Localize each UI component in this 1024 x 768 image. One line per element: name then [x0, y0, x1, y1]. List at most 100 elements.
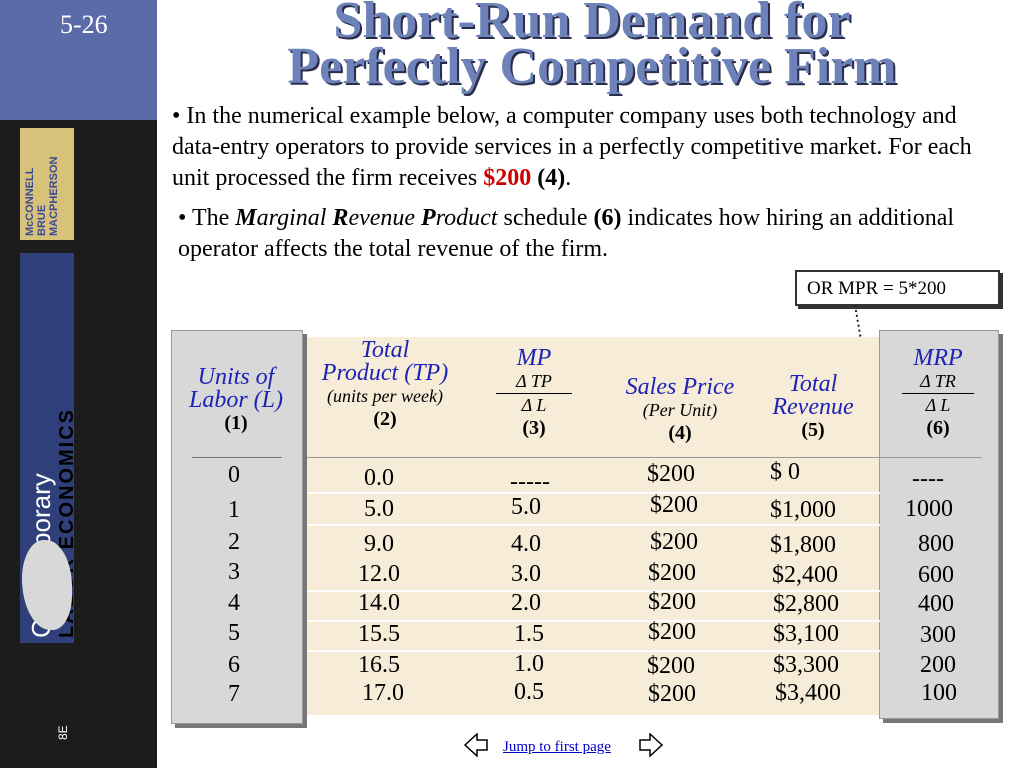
- header-mrp-num: (6): [926, 417, 950, 439]
- cell-tp: 16.5: [358, 652, 400, 678]
- header-mrp-numerator: Δ TR: [902, 370, 974, 394]
- cell-p: $200: [648, 619, 696, 645]
- cell-tr: $3,100: [773, 621, 839, 647]
- bullet-1-text: • In the numerical example below, a comp…: [172, 103, 972, 191]
- cell-tr: $1,800: [770, 532, 836, 558]
- cell-tp: 14.0: [358, 590, 400, 616]
- slide-title-line2: Perfectly Competitive Firm: [287, 38, 897, 95]
- sidebar: 5-26 McCONNELL BRUE MACPHERSON Contempor…: [0, 0, 157, 768]
- next-arrow-icon[interactable]: [638, 733, 664, 757]
- prev-arrow-icon[interactable]: [463, 733, 489, 757]
- slide-number-box: 5-26: [0, 0, 157, 120]
- cell-tp: 15.5: [358, 621, 400, 647]
- header-tp-line2: Product (TP): [321, 360, 449, 386]
- cell-l: 7: [228, 681, 240, 707]
- cell-tp: 0.0: [364, 465, 394, 491]
- row-separator: [307, 620, 880, 622]
- cell-mrp: 300: [920, 622, 956, 648]
- header-sales-price: Sales Price (Per Unit) (4): [605, 374, 755, 445]
- bullet-1-ref: (4): [537, 165, 566, 191]
- cell-l: 0: [228, 462, 240, 488]
- header-labor-line2: Labor (L): [188, 387, 284, 413]
- cell-mrp: 200: [920, 652, 956, 678]
- cell-tr: $2,800: [773, 591, 839, 617]
- bullet-2: • The Marginal Revenue Product schedule …: [178, 203, 1008, 265]
- cell-l: 1: [228, 497, 240, 523]
- cell-mp: 0.5: [514, 679, 544, 705]
- cell-mp: 2.0: [511, 590, 541, 616]
- header-mp-line1: MP: [516, 345, 552, 371]
- header-tr-line2: Revenue: [772, 394, 854, 420]
- cell-p: $200: [647, 653, 695, 679]
- bullet-2-arginal: arginal: [256, 205, 333, 231]
- header-total-product: Total Product (TP) (units per week) (2): [305, 337, 465, 431]
- cell-l: 5: [228, 620, 240, 646]
- header-mp-num: (3): [522, 417, 546, 439]
- header-mrp: MRP Δ TR Δ L (6): [888, 345, 988, 440]
- header-divider: [192, 457, 282, 458]
- cell-tr: $3,400: [775, 680, 841, 706]
- cell-p: $200: [648, 681, 696, 707]
- bullet-2-evenue: evenue: [348, 205, 422, 231]
- cell-l: 6: [228, 652, 240, 678]
- row-separator: [307, 590, 880, 592]
- table-body: [307, 337, 880, 715]
- cell-mp: 4.0: [511, 531, 541, 557]
- cell-tr: $1,000: [770, 497, 836, 523]
- bullet-1-end: .: [565, 165, 572, 191]
- row-separator: [307, 650, 880, 652]
- cell-p: $200: [650, 529, 698, 555]
- jump-to-first-page-link[interactable]: Jump to first page: [503, 739, 611, 755]
- cell-tp: 9.0: [364, 531, 394, 557]
- slide-title: Short-Run Demand for Perfectly Competiti…: [160, 0, 1024, 95]
- authors-band: McCONNELL BRUE MACPHERSON: [20, 128, 74, 240]
- header-tp-note: (units per week): [327, 386, 443, 406]
- row-separator: [307, 524, 880, 526]
- slide-number: 5-26: [60, 10, 108, 39]
- cell-l: 2: [228, 529, 240, 555]
- bullet-2-r: R: [332, 205, 349, 231]
- labor-column-panel: [171, 330, 303, 724]
- cell-tr: $ 0: [770, 459, 800, 485]
- header-mp-denominator: Δ L: [521, 395, 547, 415]
- header-mrp-line1: MRP: [913, 345, 963, 371]
- cell-mrp: 1000: [905, 496, 953, 522]
- header-tp-num: (2): [373, 408, 397, 430]
- cell-mrp: 400: [918, 591, 954, 617]
- header-total-revenue: Total Revenue (5): [758, 372, 868, 442]
- bullet-2-ref: (6): [593, 205, 622, 231]
- cell-mp: 3.0: [511, 561, 541, 587]
- cover-art: [22, 540, 72, 630]
- slide-title-line1: Short-Run Demand for: [333, 0, 851, 49]
- cell-mp: 5.0: [511, 494, 541, 520]
- mpr-callout: OR MPR = 5*200: [795, 270, 1000, 306]
- table-header-rule: [307, 457, 982, 458]
- header-price-num: (4): [668, 422, 692, 444]
- cell-mrp: ----: [912, 466, 944, 492]
- cell-tp: 5.0: [364, 496, 394, 522]
- header-tr-num: (5): [801, 419, 825, 441]
- bullet-2-start: • The: [178, 205, 236, 231]
- cell-p: $200: [650, 492, 698, 518]
- header-mp-numerator: Δ TP: [496, 370, 572, 394]
- cell-mrp: 600: [918, 562, 954, 588]
- bullet-2-m: M: [235, 205, 257, 231]
- cell-p: $200: [647, 461, 695, 487]
- cell-l: 4: [228, 590, 240, 616]
- cell-p: $200: [648, 589, 696, 615]
- mrp-column-panel: [879, 330, 999, 719]
- cell-l: 3: [228, 559, 240, 585]
- bullet-2-end: indicates how hiring an additional opera…: [178, 205, 955, 262]
- header-price-line1: Sales Price: [625, 374, 735, 400]
- cell-mp: -----: [510, 469, 550, 495]
- bullet-1: • In the numerical example below, a comp…: [172, 101, 1002, 194]
- cell-p: $200: [648, 560, 696, 586]
- row-separator: [307, 492, 880, 494]
- cell-mrp: 100: [921, 680, 957, 706]
- header-labor: Units of Labor (L) (1): [176, 364, 296, 435]
- header-tp-line1: Total: [360, 337, 410, 363]
- header-mp: MP Δ TP Δ L (3): [484, 345, 584, 440]
- header-labor-line1: Units of: [197, 364, 275, 390]
- bullet-2-mid: schedule: [497, 205, 594, 231]
- bullet-2-p: P: [421, 205, 436, 231]
